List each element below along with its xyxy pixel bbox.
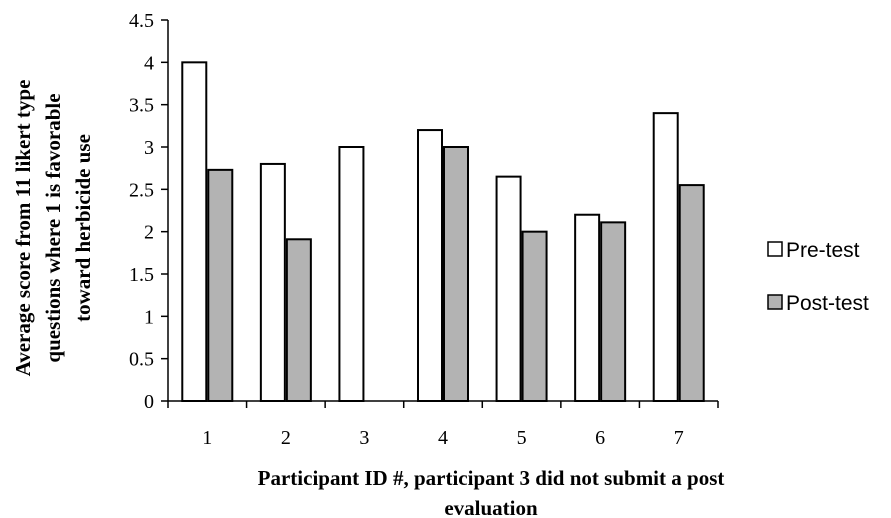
x-axis-ticks: 1 2 3 4 5 6 7 xyxy=(167,401,719,449)
x-axis-title-line-1: Participant ID #, participant 3 did not … xyxy=(258,466,725,490)
bars xyxy=(181,61,705,402)
y-tick-label: 1 xyxy=(144,306,154,328)
x-axis-title: Participant ID #, participant 3 did not … xyxy=(258,466,725,518)
pre-test-bar-6 xyxy=(574,213,601,402)
post-test-bar-6 xyxy=(600,221,627,402)
post-test-bar-7 xyxy=(678,184,705,402)
pre-test-legend-swatch xyxy=(767,241,783,257)
y-tick-label: 4.5 xyxy=(129,10,154,32)
axes xyxy=(167,20,718,402)
post-test-bar-4 xyxy=(443,146,469,402)
y-tick-label: 4 xyxy=(144,52,154,74)
pre-test-bar-1 xyxy=(181,61,208,402)
y-axis-title-line-1: Average score from 11 likert type xyxy=(11,80,35,377)
post-test-legend-swatch xyxy=(767,294,783,310)
legend: Pre-test Post-test xyxy=(767,239,869,315)
pre-test-bar-7 xyxy=(652,112,679,402)
pre-test-legend-label: Pre-test xyxy=(786,239,860,262)
post-test-bar-1 xyxy=(207,168,234,402)
pre-test-bar-4 xyxy=(417,129,443,402)
y-axis-title-line-3: toward herbicide use xyxy=(71,134,95,322)
y-axis-ticks: 0 0.5 1 1.5 2 2.5 3 3.5 4 4.5 xyxy=(129,10,168,413)
y-tick-label: 0 xyxy=(144,391,154,413)
x-tick-label: 4 xyxy=(438,427,448,449)
y-tick-label: 0.5 xyxy=(129,349,154,371)
x-tick-label: 2 xyxy=(281,427,291,449)
y-axis-title-line-2: questions where 1 is favorable xyxy=(41,93,65,362)
post-test-bar-2 xyxy=(285,238,312,402)
pre-test-bar-3 xyxy=(338,146,365,402)
y-tick-label: 1.5 xyxy=(129,264,154,286)
post-test-bar-5 xyxy=(521,230,548,402)
pre-test-bar-5 xyxy=(495,175,522,402)
x-tick-label: 5 xyxy=(517,427,527,449)
x-axis-title-line-2: evaluation xyxy=(444,496,538,518)
post-test-legend-label: Post-test xyxy=(786,292,869,315)
y-tick-label: 3 xyxy=(144,137,154,159)
pre-test-bar-2 xyxy=(259,162,286,402)
y-tick-label: 2.5 xyxy=(129,179,154,201)
x-tick-label: 3 xyxy=(359,427,369,449)
x-tick-label: 7 xyxy=(674,427,684,449)
x-tick-label: 1 xyxy=(202,427,212,449)
y-axis-title: Average score from 11 likert type questi… xyxy=(11,80,95,377)
x-tick-label: 6 xyxy=(595,427,605,449)
y-tick-label: 3.5 xyxy=(129,95,154,117)
y-tick-label: 2 xyxy=(144,222,154,244)
